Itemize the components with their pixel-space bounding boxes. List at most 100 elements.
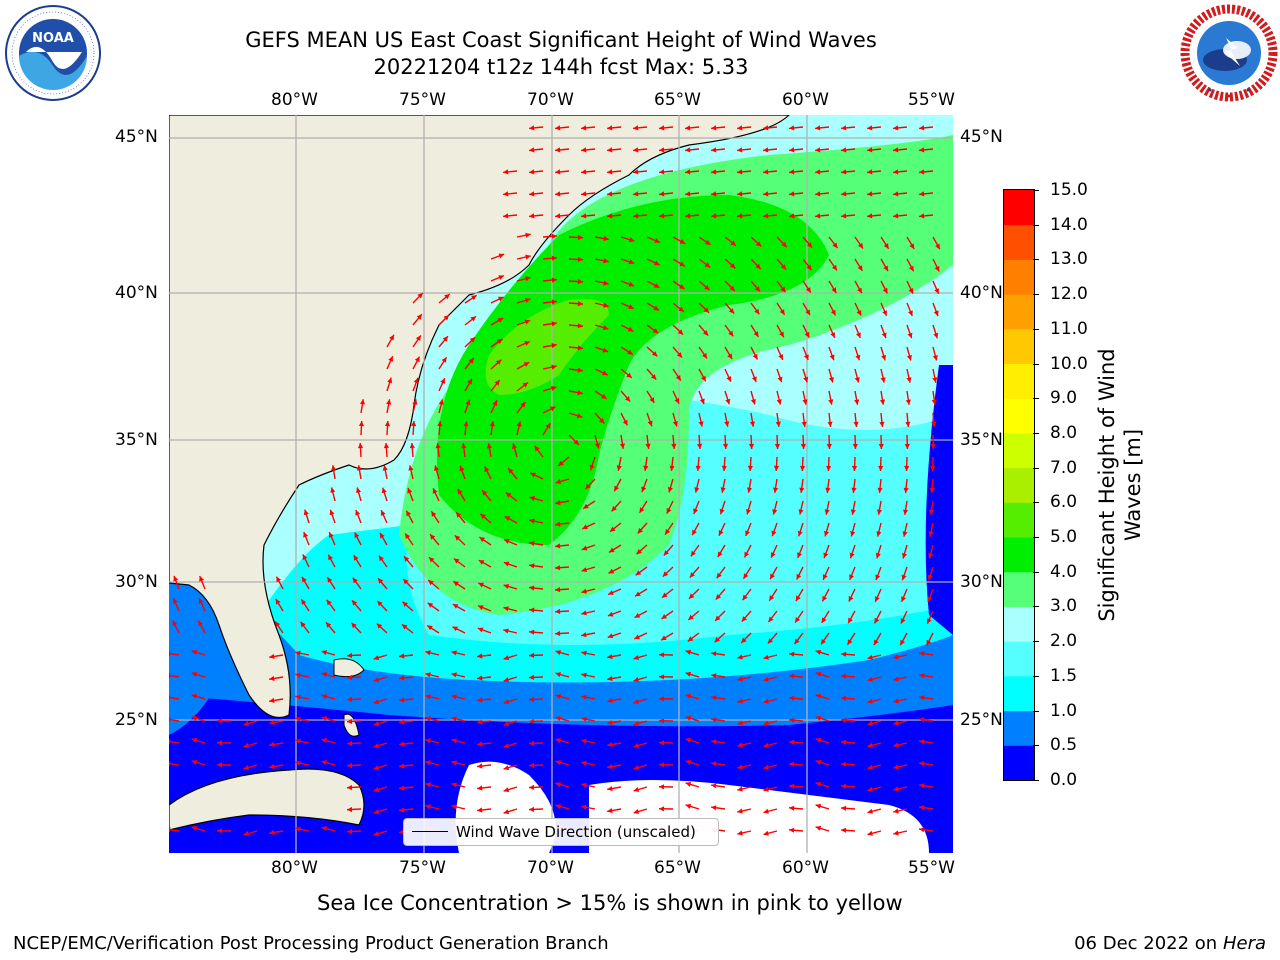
wave-direction-arrowhead <box>780 286 786 293</box>
wave-direction-arrowhead <box>358 421 365 427</box>
wave-direction-arrowhead <box>522 382 529 388</box>
wave-direction-arrowhead <box>919 783 925 789</box>
land-cuba <box>169 768 365 831</box>
wave-direction-arrowhead <box>815 781 822 787</box>
wave-direction-arrowhead <box>698 421 704 427</box>
wave-direction-arrowhead <box>427 602 434 608</box>
wave-direction-arrowhead <box>855 354 861 361</box>
colorbar-segment <box>1004 710 1034 746</box>
wave-direction-arrowhead <box>555 565 561 571</box>
wave-direction-arrowhead <box>173 575 179 582</box>
wave-direction-arrowhead <box>875 552 881 559</box>
wave-height-map[interactable] <box>169 115 953 853</box>
wave-direction-arrowhead <box>702 352 707 359</box>
wave-direction-arrowhead <box>685 169 691 175</box>
wave-direction-arrowhead <box>173 598 178 604</box>
wave-direction-arrowhead <box>822 595 828 602</box>
wave-direction-arrowhead <box>463 421 469 427</box>
wave-direction-arrowhead <box>581 610 587 616</box>
wave-direction-arrowhead <box>529 541 535 547</box>
wave-direction-arrowhead <box>429 557 435 563</box>
wave-direction-arrowhead <box>737 808 743 814</box>
wave-direction-arrowhead <box>873 639 879 646</box>
wave-direction-arrowhead <box>555 608 561 615</box>
wave-direction-arrowhead <box>711 695 717 701</box>
wave-direction-arrowhead <box>858 242 863 249</box>
wave-direction-arrowhead <box>451 650 457 656</box>
wave-direction-arrowhead <box>852 443 858 449</box>
wave-direction-arrowhead <box>477 785 483 791</box>
wave-direction-arrowhead <box>701 375 706 382</box>
wave-direction-arrowhead <box>867 720 873 726</box>
colorbar-tick-label: 1.0 <box>1050 700 1078 721</box>
wave-direction-arrowhead <box>874 617 880 624</box>
wave-direction-arrowhead <box>610 526 616 532</box>
wave-direction-arrowhead <box>406 510 412 517</box>
wave-direction-arrowhead <box>373 699 380 705</box>
wave-direction-arrowhead <box>763 698 769 704</box>
wave-direction-arrowhead <box>328 554 333 561</box>
wave-direction-arrowhead <box>875 574 881 581</box>
wave-direction-arrowhead <box>685 737 692 743</box>
wave-direction-arrowhead <box>477 653 483 659</box>
wave-direction-arrowhead <box>243 765 250 770</box>
wave-direction-arrowhead <box>399 763 405 769</box>
wave-direction-arrowhead <box>824 509 830 515</box>
wave-direction-arrowhead <box>893 808 899 814</box>
wave-direction-arrowhead <box>908 265 914 272</box>
wave-direction-arrowhead <box>321 826 327 832</box>
wave-direction-arrowhead <box>425 716 431 722</box>
wave-direction-arrowhead <box>930 443 936 449</box>
wave-direction-arrowhead <box>616 465 622 471</box>
wave-direction-arrowhead <box>931 421 937 427</box>
wave-direction-arrowhead <box>555 630 561 637</box>
wave-direction-arrowhead <box>718 530 724 536</box>
wave-direction-arrowhead <box>663 550 669 556</box>
lon-tick-bottom: 65°W <box>654 858 701 878</box>
wave-direction-arrowhead <box>780 264 787 270</box>
lat-tick-right: 25°N <box>960 710 1003 730</box>
wave-direction-arrowhead <box>893 147 899 153</box>
wave-direction-arrowhead <box>503 191 509 197</box>
wave-direction-arrowhead <box>689 593 695 599</box>
wave-direction-arrowhead <box>841 739 847 745</box>
wave-direction-arrowhead <box>611 505 617 512</box>
wave-direction-arrowhead <box>326 599 332 606</box>
wave-direction-arrowhead <box>444 294 450 300</box>
wave-direction-arrowhead <box>867 191 873 197</box>
wave-direction-arrowhead <box>669 465 675 471</box>
colorbar-tick <box>1033 398 1039 400</box>
wave-direction-arrowhead <box>582 524 588 530</box>
wave-direction-arrowhead <box>685 781 692 787</box>
colorbar-tick <box>1033 502 1039 504</box>
wave-direction-arrowhead <box>503 809 510 815</box>
wave-direction-arrowhead <box>373 765 380 771</box>
wave-direction-arrowhead <box>893 720 899 726</box>
wave-direction-arrowhead <box>530 472 536 478</box>
wave-direction-arrowhead <box>529 169 535 175</box>
wave-direction-arrowhead <box>763 676 769 682</box>
wave-direction-arrowhead <box>217 828 222 834</box>
wave-direction-arrowhead <box>775 421 781 427</box>
wave-direction-arrowhead <box>581 738 587 744</box>
wave-direction-arrowhead <box>752 353 758 360</box>
colorbar-tick-label: 8.0 <box>1050 422 1078 443</box>
wave-direction-arrowhead <box>932 355 938 361</box>
wave-direction-arrowhead <box>853 421 859 427</box>
wave-direction-arrowhead <box>901 596 906 602</box>
wave-direction-arrowhead <box>737 213 743 219</box>
wave-direction-arrowhead <box>217 762 222 768</box>
wave-direction-arrowhead <box>373 787 380 793</box>
wave-direction-arrowhead <box>504 539 510 544</box>
wave-direction-arrowhead <box>800 443 806 449</box>
wave-direction-arrowhead <box>635 591 641 597</box>
wave-direction-arrowhead <box>841 783 847 789</box>
wave-direction-arrowhead <box>594 443 600 449</box>
wave-direction-arrowhead <box>905 399 911 405</box>
wave-direction-arrowhead <box>376 623 383 629</box>
wave-direction-arrowhead <box>529 696 535 702</box>
wave-direction-arrowhead <box>199 576 204 582</box>
wave-direction-arrowhead <box>243 721 250 726</box>
wave-direction-arrowhead <box>555 213 561 219</box>
colorbar-tick-label: 5.0 <box>1050 527 1078 548</box>
